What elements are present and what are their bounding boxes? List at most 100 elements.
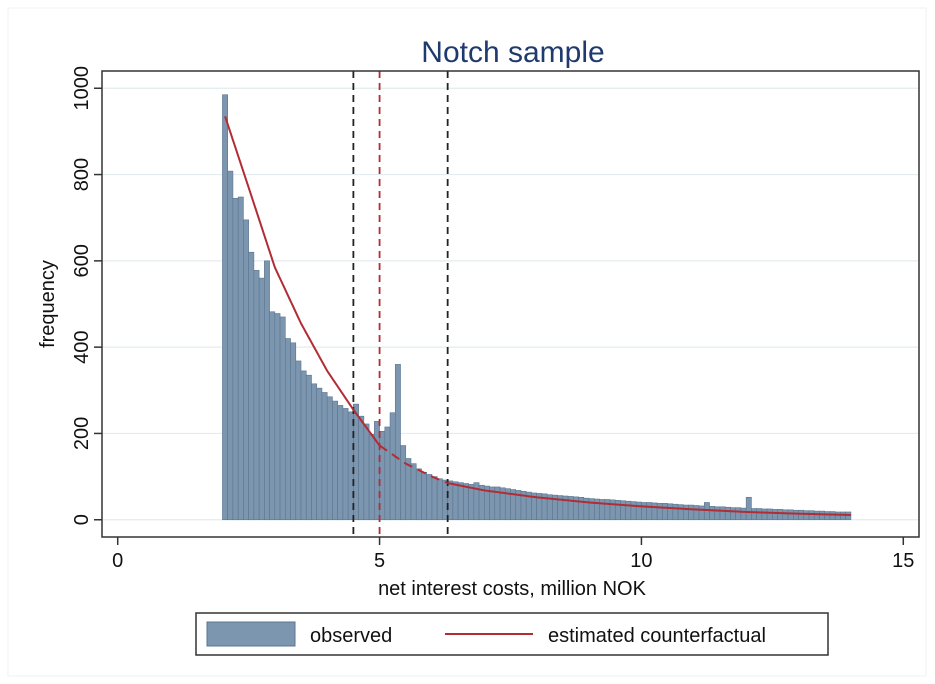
histogram-bar (730, 507, 736, 521)
legend: observed estimated counterfactual (195, 612, 829, 656)
histogram-bar (452, 481, 459, 521)
histogram-bar (693, 505, 700, 521)
histogram-bar (232, 197, 239, 521)
reference-lines (352, 71, 449, 537)
histogram-bar (258, 277, 265, 521)
histogram-bar (332, 400, 338, 521)
histogram-bar (698, 505, 705, 521)
histogram-bar (237, 196, 244, 521)
y-axis: 0 200 400 600 800 1000 (71, 66, 102, 525)
histogram-bar (279, 316, 286, 521)
histogram-bar (672, 503, 679, 521)
histogram-bar (447, 480, 454, 521)
histogram-bar (751, 508, 757, 521)
x-tick-label: 5 (374, 550, 385, 572)
histogram-bar (342, 408, 349, 521)
histogram-bar (683, 504, 689, 521)
histogram-bar (421, 471, 428, 521)
histogram-bar (363, 423, 370, 521)
histogram-bar (651, 502, 658, 521)
histogram-bar (840, 511, 846, 521)
histogram-bar (772, 509, 778, 521)
histogram-bar (614, 500, 621, 521)
histogram-bar (724, 506, 731, 521)
histogram-bar (803, 510, 810, 521)
histogram-bar (326, 396, 333, 521)
histogram-bar (426, 474, 433, 521)
histogram-bar (274, 313, 281, 521)
histogram-bar (368, 434, 375, 521)
histogram-bar (295, 360, 302, 521)
y-tick-label: 400 (71, 330, 93, 363)
histogram-bar (688, 504, 695, 521)
histogram-bar (463, 483, 469, 521)
histogram-bar (782, 509, 789, 521)
counterfactual-line-segment (447, 482, 851, 516)
histogram-bar (777, 509, 784, 521)
histogram-bar (656, 503, 663, 521)
histogram-bar (311, 383, 318, 521)
histogram-bar (227, 170, 234, 521)
histogram-bar (813, 510, 820, 521)
y-tick-label: 200 (71, 417, 93, 450)
histogram-bar (253, 270, 260, 521)
histogram-bar (248, 251, 255, 521)
y-tick-label: 800 (71, 158, 93, 191)
histogram-bar (819, 510, 826, 521)
histogram-bar (290, 342, 297, 521)
histogram-bar (714, 506, 721, 521)
legend-observed-label: observed (310, 625, 392, 647)
histogram-bar (410, 463, 417, 521)
histogram-bar (745, 497, 752, 521)
histogram-bar (709, 506, 716, 521)
histogram-bar (667, 503, 674, 521)
y-tick-label: 600 (71, 244, 93, 277)
x-tick-label: 0 (112, 550, 123, 572)
histogram-bar (468, 484, 475, 521)
histogram-bar (620, 500, 627, 521)
histogram-bar (405, 458, 412, 521)
histogram-bar (457, 482, 464, 521)
histogram-bar (641, 502, 647, 521)
histogram-bar (243, 219, 249, 521)
y-tick-label: 1000 (71, 66, 93, 111)
histogram-bar (337, 405, 344, 521)
chart-title: Notch sample (421, 36, 604, 69)
histogram-bar (834, 511, 841, 521)
histogram-bar (766, 508, 773, 521)
histogram-bar (719, 506, 726, 521)
counterfactual-line-segment (224, 115, 381, 447)
histogram-bar (384, 426, 391, 521)
histogram-bar (677, 504, 684, 521)
histogram-bar (662, 503, 668, 521)
histogram-bar (415, 468, 422, 521)
histogram-bar (222, 94, 228, 521)
histogram-bar (264, 260, 270, 521)
legend-counterfactual-label: estimated counterfactual (548, 625, 766, 647)
histogram-bar (305, 374, 312, 521)
plot-frame (7, 7, 927, 677)
histogram-bar (285, 338, 291, 521)
legend-observed-swatch (206, 621, 296, 647)
x-axis: 0 5 10 15 (112, 537, 914, 572)
histogram-bar (321, 392, 328, 521)
histogram-bar (798, 509, 805, 521)
histogram-bar (358, 415, 365, 521)
histogram-bar (389, 412, 396, 521)
histogram-bar (761, 508, 768, 521)
y-axis-label: frequency (37, 260, 59, 348)
histogram-bar (436, 478, 443, 521)
histogram-bar (793, 509, 799, 521)
histogram-bar (604, 499, 611, 521)
x-tick-label: 15 (892, 550, 914, 572)
histogram-bar (431, 476, 438, 521)
counterfactual-curve (224, 115, 851, 516)
histogram-bar (829, 511, 836, 521)
histogram-bar (808, 510, 815, 521)
histogram-bar (300, 370, 307, 521)
counterfactual-line-dashed-segment (379, 444, 449, 484)
x-axis-label: net interest costs, million NOK (378, 578, 647, 600)
y-tick-label: 0 (71, 514, 93, 525)
